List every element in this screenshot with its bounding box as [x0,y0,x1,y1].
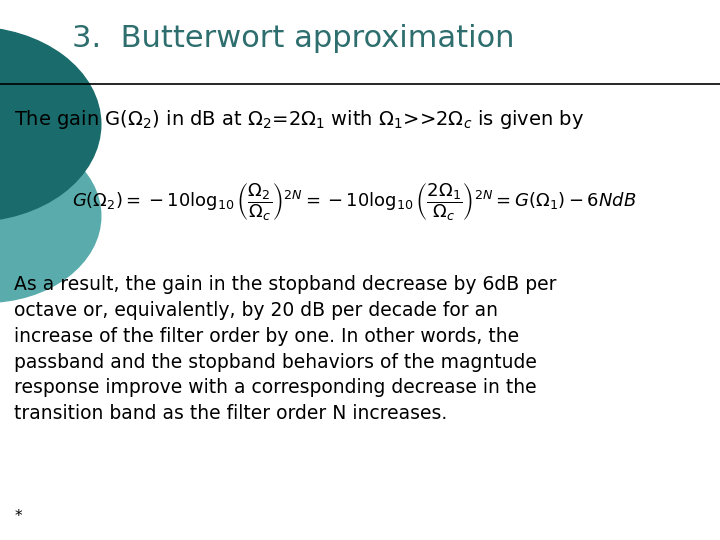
Circle shape [0,130,101,302]
Text: $G(\Omega_2) = -10\log_{10}\left(\dfrac{\Omega_2}{\Omega_c}\right)^{2N} = -10\lo: $G(\Omega_2) = -10\log_{10}\left(\dfrac{… [72,181,636,222]
Text: *: * [14,509,22,524]
Circle shape [0,27,101,221]
Text: As a result, the gain in the stopband decrease by 6dB per
octave or, equivalentl: As a result, the gain in the stopband de… [14,275,557,423]
Text: The gain G($\Omega_2$) in dB at $\Omega_2$=2$\Omega_1$ with $\Omega_1$>>2$\Omega: The gain G($\Omega_2$) in dB at $\Omega_… [14,108,585,131]
Text: 3.  Butterwort approximation: 3. Butterwort approximation [72,24,515,53]
